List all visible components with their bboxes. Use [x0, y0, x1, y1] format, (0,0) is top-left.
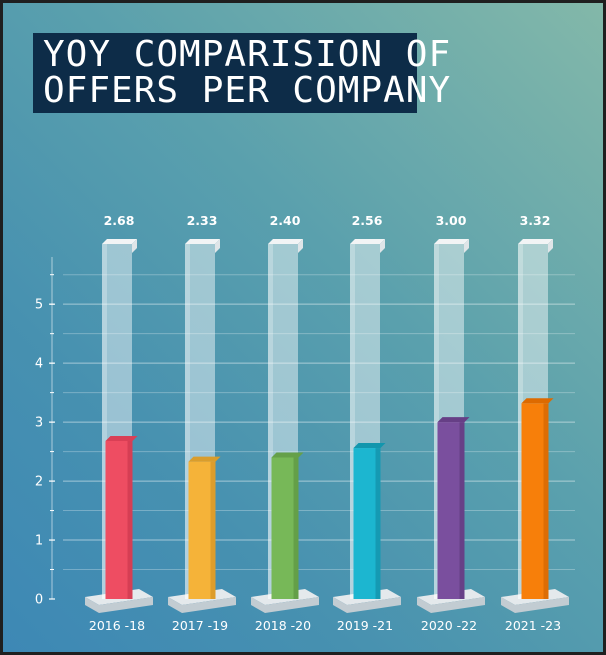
y-tick-label: 2	[35, 475, 43, 490]
data-label: 3.32	[520, 213, 551, 228]
chart-title-box: YOY COMPARISION OF OFFERS PER COMPANY	[33, 33, 450, 113]
bar-base-plate-side	[333, 597, 401, 613]
x-tick-label: 2021 -23	[505, 618, 561, 633]
bar-glass-tube-cap	[518, 239, 553, 244]
bar-base-plate-side	[417, 597, 485, 613]
bar-2016-18-shade	[127, 440, 133, 599]
bar-glass-tube-cap	[434, 239, 469, 244]
data-label: 2.33	[187, 213, 218, 228]
bar-2020-22-shade	[459, 422, 465, 599]
chart-title-line-1: YOY COMPARISION OF	[43, 34, 452, 75]
bar-2016-18-top	[105, 435, 138, 441]
data-label: 2.40	[270, 213, 301, 228]
y-tick-label: 5	[35, 298, 43, 313]
bar-glass-tube-cap-side	[380, 239, 385, 253]
bar-chart: 0 1 2 3 4 5 2.68 2016 -18 2.33 2017 -19 2.40 2018 -…	[35, 213, 575, 633]
bar-2021-23-shade	[543, 403, 549, 599]
x-tick-label: 2020 -22	[421, 618, 477, 633]
bar-2019-21-shade	[375, 448, 381, 599]
bar-2021-23-top	[521, 398, 554, 404]
y-tick-label: 0	[35, 593, 43, 608]
bar-base-plate-side	[501, 597, 569, 613]
x-tick-label: 2017 -19	[172, 618, 228, 633]
bar-glass-tube-cap	[102, 239, 137, 244]
bar-glass-tube-edge	[102, 244, 107, 599]
bar-glass-tube-cap-side	[548, 239, 553, 253]
x-tick-label: 2016 -18	[89, 618, 145, 633]
bar-2018-20-top	[271, 452, 304, 458]
y-tick-label: 4	[35, 357, 43, 372]
bar-2019-21-top	[353, 443, 386, 449]
bar-2018-20-shade	[293, 457, 299, 599]
bar-base-plate-side	[251, 597, 319, 613]
bar-glass-tube-edge	[185, 244, 190, 599]
bar-2017-19-shade	[210, 461, 216, 599]
bar-2017-19-top	[188, 456, 221, 462]
chart-canvas: YOY COMPARISION OF OFFERS PER COMPANY 0 1…	[3, 3, 603, 652]
bar-base-plate-side	[168, 597, 236, 613]
data-label: 2.68	[104, 213, 135, 228]
bar-glass-tube-cap-side	[464, 239, 469, 253]
bar-glass-tube-cap	[350, 239, 385, 244]
bar-glass-tube-edge	[268, 244, 273, 599]
chart-title-line-2: OFFERS PER COMPANY	[43, 70, 452, 111]
data-label: 2.56	[352, 213, 383, 228]
bar-glass-tube-edge	[518, 244, 523, 599]
bar-2020-22-top	[437, 417, 470, 423]
bar-glass-tube-cap	[268, 239, 303, 244]
x-tick-label: 2018 -20	[255, 618, 311, 633]
y-tick-label: 3	[35, 416, 43, 431]
bar-glass-tube-cap	[185, 239, 220, 244]
y-tick-label: 1	[35, 534, 43, 549]
bar-glass-tube-cap-side	[132, 239, 137, 253]
bar-glass-tube-cap-side	[215, 239, 220, 253]
bar-base-plate-side	[85, 597, 153, 613]
bar-glass-tube-cap-side	[298, 239, 303, 253]
bar-glass-tube-edge	[350, 244, 355, 599]
bar-glass-tube-edge	[434, 244, 439, 599]
x-tick-label: 2019 -21	[337, 618, 393, 633]
data-label: 3.00	[436, 213, 467, 228]
